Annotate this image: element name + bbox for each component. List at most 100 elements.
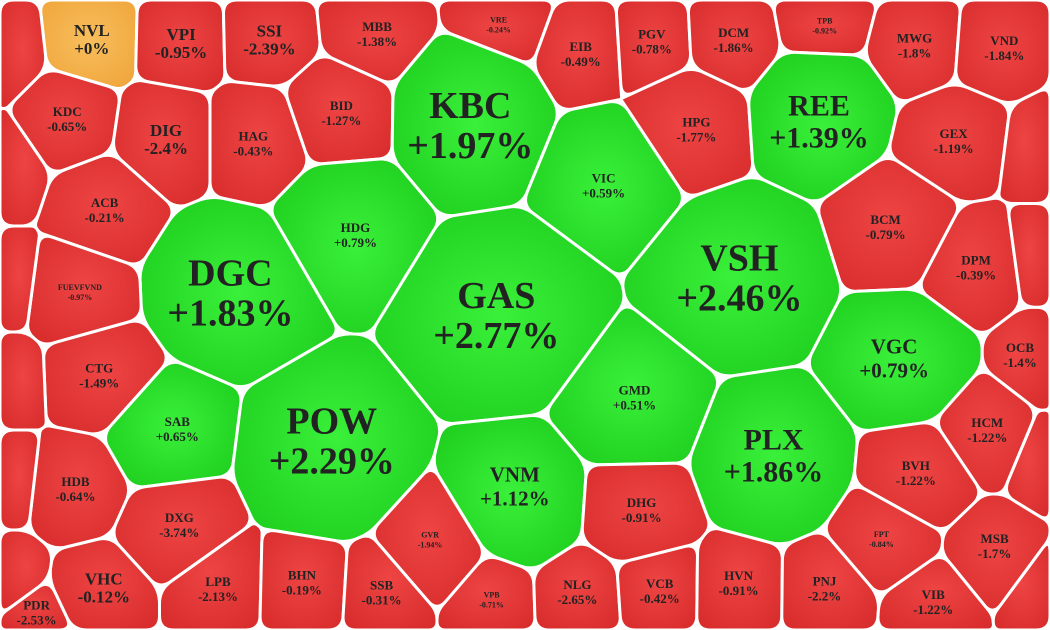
change-label-dig: -2.4% [144, 139, 188, 158]
cell-bhn[interactable] [258, 529, 349, 630]
ticker-label-bhn: BHN [288, 567, 317, 582]
change-label-dhg: -0.91% [622, 510, 662, 525]
ticker-label-ocb: OCB [1006, 340, 1035, 355]
change-label-bcm: -0.79% [866, 227, 906, 242]
ticker-label-nlg: NLG [563, 577, 591, 592]
ticker-label-bid: BID [330, 98, 353, 113]
ticker-label-vre: VRE [490, 15, 507, 24]
change-label-gex: -1.19% [934, 141, 974, 156]
change-label-vic: +0.59% [582, 185, 625, 200]
ticker-label-dhg: DHG [627, 495, 657, 510]
ticker-label-dgc: DGC [188, 252, 272, 294]
ticker-label-plx: PLX [744, 423, 804, 456]
ticker-label-hag: HAG [238, 129, 268, 144]
ticker-label-hdg: HDG [341, 220, 371, 235]
ticker-label-pow: POW [286, 401, 377, 443]
change-label-bvh: -1.22% [896, 473, 936, 488]
ticker-label-lpb: LPB [205, 574, 231, 589]
ticker-label-fpt: FPT [874, 530, 890, 539]
change-label-pow: +2.29% [269, 441, 395, 483]
ticker-label-pnj: PNJ [813, 574, 837, 589]
ticker-label-dxg: DXG [165, 510, 194, 525]
ticker-label-bvh: BVH [902, 458, 930, 473]
ticker-label-ctg: CTG [85, 361, 113, 376]
cell-ht1[interactable] [1007, 202, 1050, 309]
ticker-label-vcb: VCB [646, 576, 674, 591]
cell-pow[interactable] [231, 332, 442, 543]
change-label-fuevfvnd: -0.97% [68, 293, 93, 302]
change-label-ssb: -0.31% [362, 593, 402, 608]
change-label-vsh: +2.46% [676, 278, 802, 320]
change-label-vcb: -0.42% [640, 591, 680, 606]
ticker-label-dcm: DCM [718, 25, 749, 40]
ticker-label-vsh: VSH [700, 238, 778, 280]
cell-vjc[interactable] [0, 224, 41, 334]
change-label-fpt: -0.84% [869, 540, 894, 549]
change-label-hcm: -1.22% [967, 430, 1007, 445]
change-label-sab: +0.65% [156, 429, 199, 444]
ticker-label-mwg: MWG [897, 31, 932, 46]
change-label-dgc: +1.83% [167, 292, 293, 334]
change-label-vnd: -1.84% [984, 48, 1024, 63]
ticker-label-hpg: HPG [682, 114, 710, 129]
change-label-hag: -0.43% [233, 144, 273, 159]
cell-pdr[interactable] [0, 582, 71, 630]
change-label-bid: -1.27% [321, 113, 361, 128]
change-label-pgv: -0.78% [632, 42, 672, 57]
ticker-label-gas: GAS [457, 275, 535, 317]
ticker-label-mbb: MBB [362, 19, 392, 34]
cell-bsr[interactable] [0, 107, 51, 228]
ticker-label-kbc: KBC [429, 85, 511, 127]
ticker-label-tpb: TPB [817, 17, 833, 26]
change-label-pnj: -2.2% [808, 589, 842, 604]
change-label-mbb: -1.38% [357, 34, 397, 49]
change-label-vpb: -0.71% [479, 600, 504, 609]
change-label-ssi: -2.39% [243, 40, 295, 59]
ticker-label-vib: VIB [922, 587, 945, 602]
change-label-gvr: -1.94% [418, 541, 443, 550]
ticker-label-fuevfvnd: FUEVFVND [58, 283, 102, 292]
ticker-label-pdr: PDR [23, 597, 50, 612]
ticker-label-ssb: SSB [370, 578, 393, 593]
change-label-dpm: -0.39% [956, 267, 996, 282]
cell-vcb[interactable] [616, 544, 700, 630]
cell-shb[interactable] [0, 428, 41, 532]
ticker-label-dig: DIG [150, 121, 182, 140]
change-label-nlg: -2.65% [557, 592, 597, 607]
change-label-dxg: -3.74% [159, 525, 199, 540]
ticker-label-pgv: PGV [638, 27, 666, 42]
change-label-vnm: +1.12% [480, 487, 550, 511]
change-label-nvl: +0% [74, 39, 109, 58]
ticker-label-msb: MSB [981, 531, 1010, 546]
change-label-mwg: -1.8% [898, 46, 932, 61]
change-label-vpi: -0.95% [155, 43, 207, 62]
cell-stb[interactable] [0, 330, 48, 432]
ticker-label-vgc: VGC [871, 334, 918, 358]
change-label-ocb: -1.4% [1003, 355, 1037, 370]
ticker-label-hdb: HDB [61, 474, 90, 489]
change-label-lpb: -2.13% [198, 589, 238, 604]
ticker-label-bcm: BCM [870, 212, 900, 227]
cell-vci[interactable] [0, 528, 53, 612]
change-label-eib: -0.49% [561, 54, 601, 69]
ticker-label-hvn: HVN [724, 568, 754, 583]
change-label-gas: +2.77% [433, 315, 559, 357]
change-label-vib: -1.22% [913, 602, 953, 617]
change-label-gmd: +0.51% [613, 397, 656, 412]
ticker-label-acb: ACB [91, 195, 119, 210]
ticker-label-sab: SAB [165, 414, 191, 429]
change-label-kdc: -0.65% [47, 119, 87, 134]
ticker-label-ssi: SSI [257, 22, 283, 41]
change-label-pdr: -2.53% [17, 612, 57, 627]
ticker-label-kdc: KDC [53, 104, 82, 119]
ticker-label-vnm: VNM [490, 463, 540, 487]
change-label-acb: -0.21% [85, 210, 125, 225]
change-label-bhn: -0.19% [282, 582, 322, 597]
ticker-label-hcm: HCM [971, 415, 1003, 430]
cell-ocb[interactable] [980, 305, 1050, 412]
change-label-hvn: -0.91% [719, 583, 759, 598]
ticker-label-vic: VIC [592, 170, 616, 185]
change-label-vgc: +0.79% [859, 358, 929, 382]
